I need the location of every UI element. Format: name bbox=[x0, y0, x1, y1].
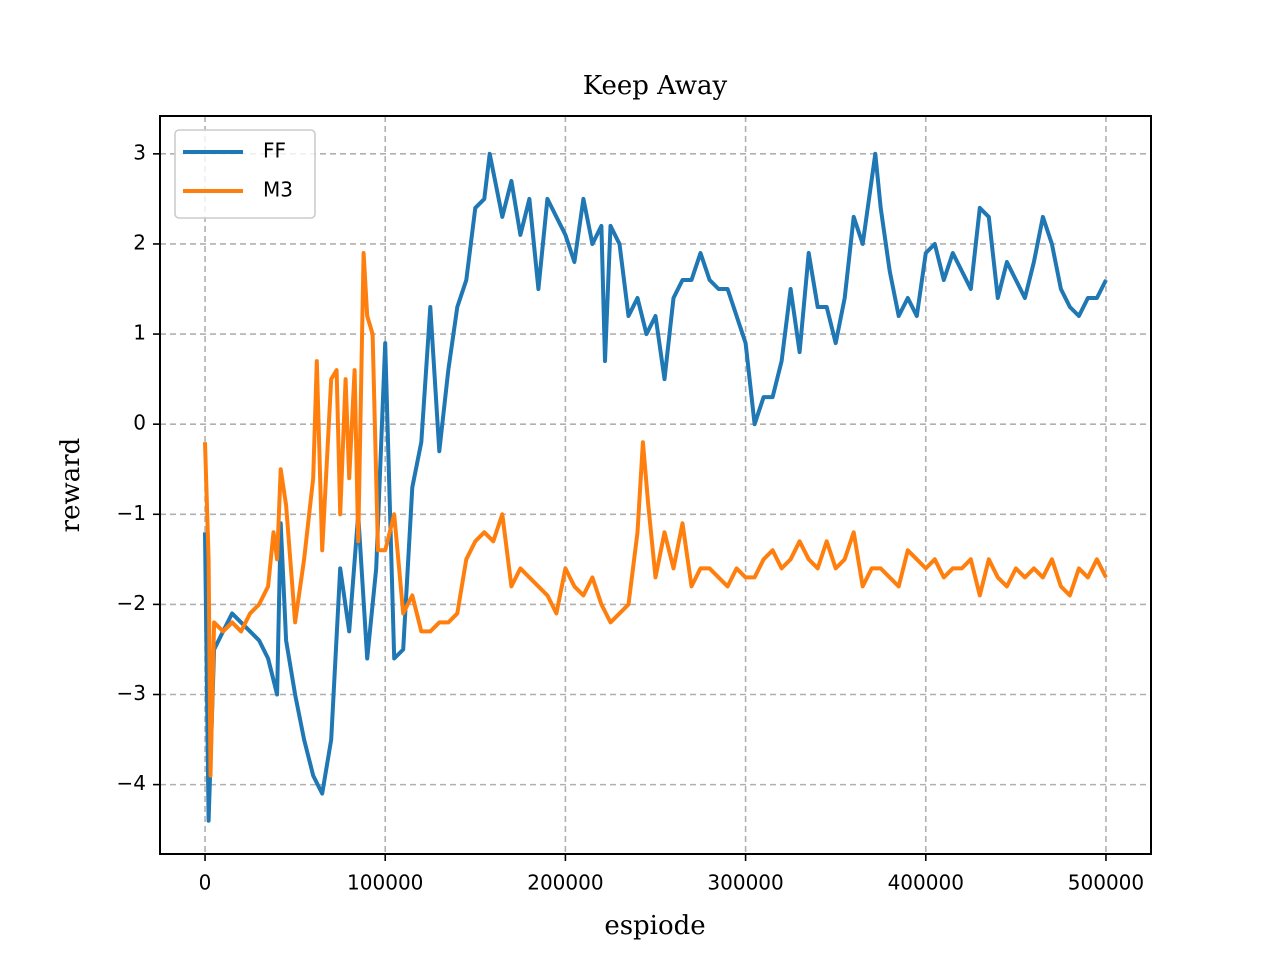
x-tick-label: 200000 bbox=[527, 871, 603, 895]
series-line bbox=[203, 251, 1108, 778]
legend: FF M3 bbox=[174, 129, 316, 219]
x-tick-label: 300000 bbox=[707, 871, 783, 895]
y-tick-label: 2 bbox=[133, 230, 146, 254]
lines bbox=[203, 151, 1108, 823]
y-tick-label: 1 bbox=[133, 321, 146, 345]
legend-box bbox=[174, 129, 316, 219]
y-tick-label: 3 bbox=[133, 140, 146, 164]
series-line bbox=[203, 151, 1108, 823]
plot-frame bbox=[159, 115, 1152, 855]
y-tick-label: −3 bbox=[117, 681, 146, 705]
chart-title: Keep Away bbox=[583, 71, 728, 101]
legend-label: M3 bbox=[263, 178, 293, 202]
legend-label: FF bbox=[263, 139, 286, 163]
x-tick-label: 500000 bbox=[1068, 871, 1144, 895]
y-axis-label: reward bbox=[56, 438, 86, 533]
x-axis-label: espiode bbox=[604, 911, 705, 941]
y-tick-label: −4 bbox=[117, 771, 146, 795]
x-tick-label: 400000 bbox=[888, 871, 964, 895]
x-tick-label: 100000 bbox=[347, 871, 423, 895]
y-tick-label: −2 bbox=[117, 591, 146, 615]
y-tick-label: 0 bbox=[133, 411, 146, 435]
x-tick-label: 0 bbox=[199, 871, 212, 895]
y-tick-label: −1 bbox=[117, 501, 146, 525]
